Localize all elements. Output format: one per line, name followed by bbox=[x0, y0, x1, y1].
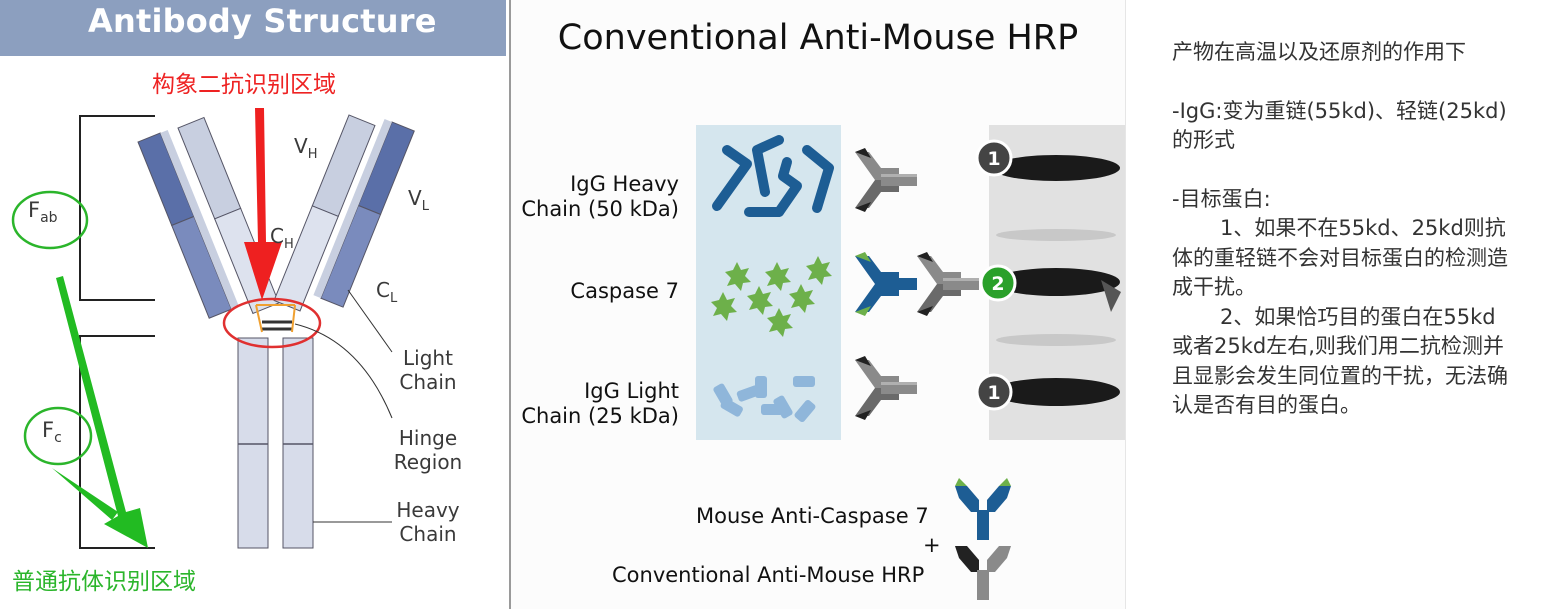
note-intro: 产物在高温以及还原剂的作用下 bbox=[1172, 40, 1466, 64]
cl-label: CL bbox=[376, 278, 398, 306]
common-region-label: 普通抗体识别区域 bbox=[12, 569, 196, 595]
note-point-2: 2、如果恰巧目的蛋白在55kd或者25kd左右,则我们用二抗检测并且显影会发生同… bbox=[1172, 304, 1508, 418]
band-badge-3 bbox=[975, 373, 1013, 411]
heavy-chain-fragments bbox=[712, 135, 834, 217]
fc-left-chain bbox=[237, 337, 269, 549]
notes-text: 产物在高温以及还原剂的作用下 -IgG:变为重链(55kd)、轻链(25kd)的… bbox=[1172, 38, 1512, 421]
blot-band-light bbox=[992, 378, 1120, 406]
band-badge-2 bbox=[979, 264, 1017, 302]
blot-band-caspase bbox=[992, 268, 1120, 296]
fab-circle bbox=[11, 190, 89, 250]
legend-secondary-antibody-icon bbox=[955, 546, 1011, 600]
fab-label: Fab bbox=[28, 198, 58, 227]
caspase-molecules bbox=[711, 256, 832, 337]
hinge-highlight-ellipse bbox=[222, 297, 322, 349]
hinge-disulfide-bonds bbox=[255, 304, 296, 333]
band-number-1: 1 bbox=[987, 148, 1000, 170]
legend-primary-label: Mouse Anti-Caspase 7 bbox=[696, 504, 929, 528]
blot-band-heavy bbox=[992, 155, 1120, 181]
note-target-heading: -目标蛋白: bbox=[1172, 186, 1271, 211]
secondary-antibody-row1 bbox=[855, 148, 917, 212]
vl-label: VL bbox=[408, 186, 429, 214]
note-point-1: 1、如果不在55kd、25kd则抗体的重轻链不会对目标蛋白的检测造成干扰。 bbox=[1172, 216, 1508, 299]
light-chain-fragments bbox=[713, 376, 816, 423]
hinge-region-label: Hinge Region bbox=[393, 426, 463, 474]
band-badge-1 bbox=[975, 139, 1013, 177]
antibody-diagram bbox=[11, 108, 415, 549]
band-number-2: 2 bbox=[991, 273, 1004, 295]
light-chain-label: Light Chain bbox=[399, 346, 457, 394]
legend-plus: + bbox=[923, 533, 941, 557]
band-number-3: 1 bbox=[987, 382, 1000, 404]
row-label-igg-light: IgG Light Chain (25 kDa) bbox=[521, 379, 679, 428]
legend-secondary-label: Conventional Anti-Mouse HRP bbox=[612, 563, 925, 587]
right-light-chain bbox=[313, 119, 415, 308]
panel-title: Antibody Structure bbox=[88, 2, 437, 40]
legend-primary-antibody-icon bbox=[955, 478, 1011, 540]
fc-circle bbox=[23, 406, 93, 466]
red-arrow bbox=[244, 108, 282, 300]
conformational-region-label: 构象二抗识别区域 bbox=[152, 72, 336, 98]
fc-right-chain bbox=[282, 337, 314, 549]
note-igg: -IgG:变为重链(55kd)、轻链(25kd)的形式 bbox=[1172, 98, 1507, 153]
row-label-igg-heavy: IgG Heavy Chain (50 kDa) bbox=[521, 172, 679, 221]
secondary-antibody-row3 bbox=[855, 356, 917, 420]
panel-title: Conventional Anti-Mouse HRP bbox=[557, 18, 1079, 58]
panel-header: Antibody Structure bbox=[0, 0, 506, 56]
vh-label: VH bbox=[294, 134, 318, 162]
conventional-anti-mouse-panel: Conventional Anti-Mouse HRP IgG Heavy Cha… bbox=[509, 0, 1126, 609]
primary-antibody-row2 bbox=[855, 252, 917, 316]
secondary-antibody-row2 bbox=[917, 252, 979, 316]
ch-label: CH bbox=[270, 224, 294, 252]
antibody-structure-panel: Antibody Structure bbox=[0, 0, 506, 609]
heavy-chain-label: Heavy Chain bbox=[396, 498, 460, 546]
green-arrow bbox=[56, 276, 148, 548]
fab-bracket bbox=[79, 115, 155, 301]
left-light-chain bbox=[137, 130, 239, 319]
row-label-caspase: Caspase 7 bbox=[570, 279, 679, 303]
fc-label: Fc bbox=[42, 418, 62, 447]
fc-bracket bbox=[79, 335, 155, 549]
western-blot-diagram: 1 2 1 bbox=[696, 125, 1125, 600]
